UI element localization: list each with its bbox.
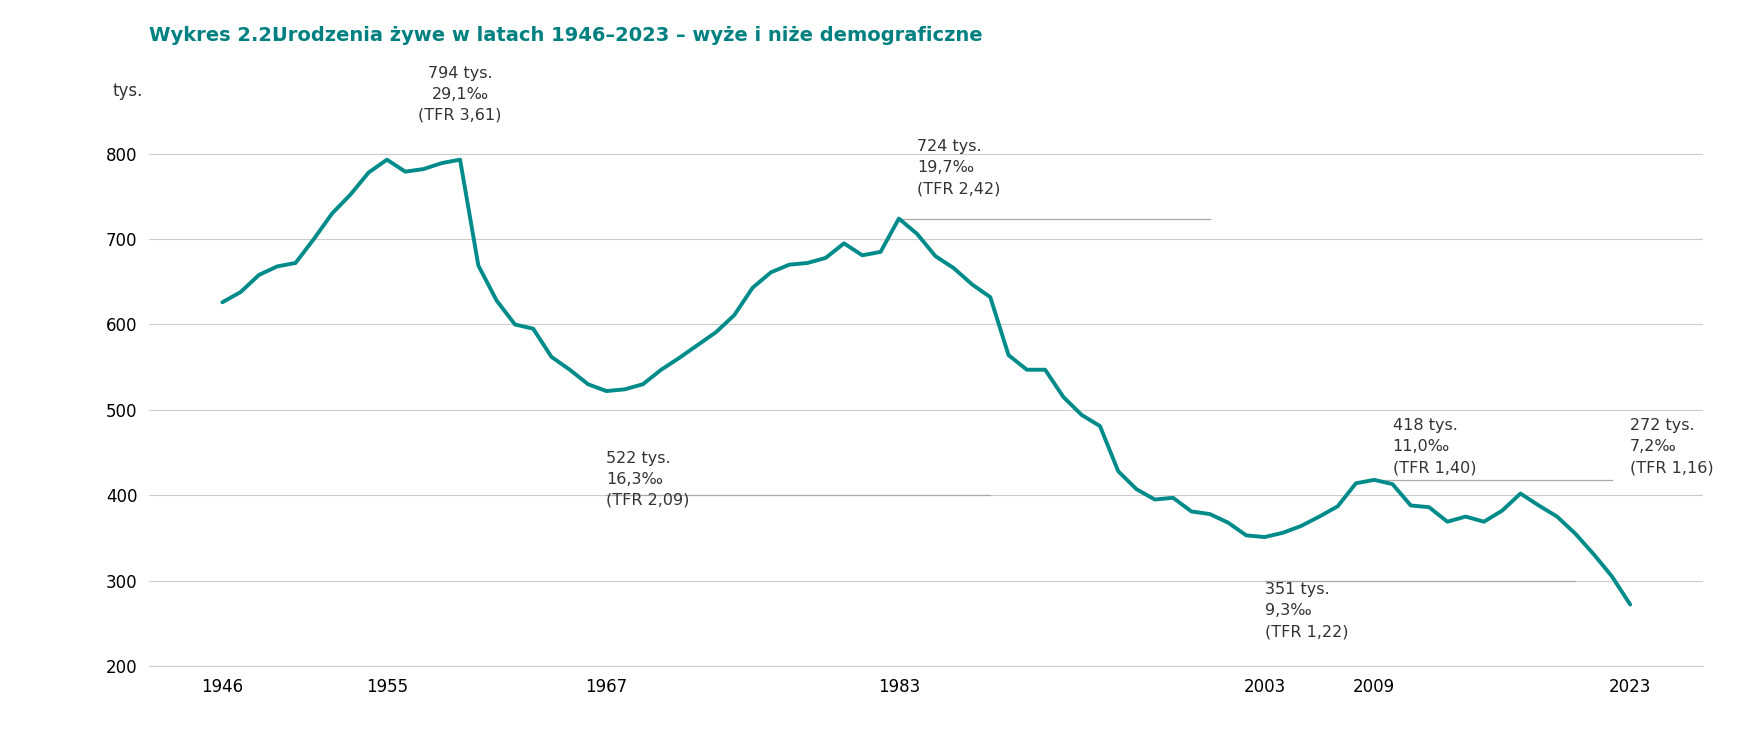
Text: Urodzenia żywe w latach 1946–2023 – wyże i niże demograficzne: Urodzenia żywe w latach 1946–2023 – wyże…: [272, 26, 983, 45]
Text: 522 tys.
16,3‰
(TFR 2,09): 522 tys. 16,3‰ (TFR 2,09): [605, 451, 690, 508]
Text: tys.: tys.: [112, 82, 142, 100]
Text: Wykres 2.2.: Wykres 2.2.: [149, 26, 279, 45]
Text: 272 tys.
7,2‰
(TFR 1,16): 272 tys. 7,2‰ (TFR 1,16): [1629, 418, 1713, 475]
Text: 418 tys.
11,0‰
(TFR 1,40): 418 tys. 11,0‰ (TFR 1,40): [1392, 418, 1476, 475]
Text: 794 tys.
29,1‰
(TFR 3,61): 794 tys. 29,1‰ (TFR 3,61): [418, 66, 502, 123]
Text: 351 tys.
9,3‰
(TFR 1,22): 351 tys. 9,3‰ (TFR 1,22): [1264, 582, 1348, 639]
Text: 724 tys.
19,7‰
(TFR 2,42): 724 tys. 19,7‰ (TFR 2,42): [916, 139, 1000, 196]
